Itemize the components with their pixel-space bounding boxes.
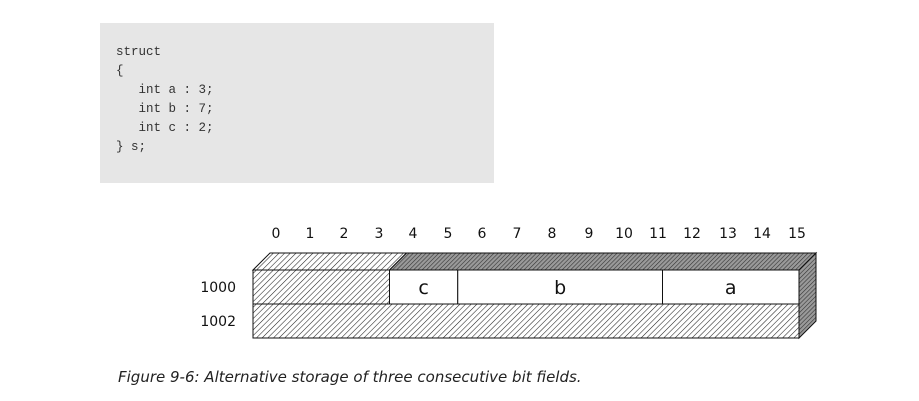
bit-number-labels: 0 1 2 3 4 5 6 7 8 9 10 11 12 13 14 15	[272, 226, 806, 242]
bit-label-5: 5	[444, 226, 453, 242]
bit-label-9: 9	[585, 226, 594, 242]
top-face-unused	[251, 252, 408, 271]
field-cell-a	[662, 269, 800, 305]
code-listing-panel: struct { int a : 3; int b : 7; int c : 2…	[100, 23, 494, 183]
bit-label-1: 1	[306, 226, 315, 242]
figure-caption: Figure 9-6: Alternative storage of three…	[118, 368, 582, 386]
struct-code-listing: struct { int a : 3; int b : 7; int c : 2…	[116, 45, 214, 154]
bit-label-14: 14	[753, 226, 771, 242]
bit-label-13: 13	[719, 226, 737, 242]
bit-label-6: 6	[478, 226, 487, 242]
bit-label-0: 0	[272, 226, 281, 242]
bit-label-12: 12	[683, 226, 701, 242]
bit-label-11: 11	[649, 226, 667, 242]
bit-label-2: 2	[340, 226, 349, 242]
address-label-1000: 1000	[200, 280, 236, 296]
field-label-a: a	[725, 277, 737, 299]
bit-label-3: 3	[375, 226, 384, 242]
address-label-1002: 1002	[200, 314, 236, 330]
row-1002-cell	[252, 303, 800, 339]
field-label-c: c	[418, 277, 428, 299]
bit-label-4: 4	[409, 226, 418, 242]
bit-label-10: 10	[615, 226, 633, 242]
field-cell-c	[389, 269, 459, 305]
top-face-fields	[388, 252, 818, 271]
unused-bits-cell	[252, 269, 390, 305]
field-label-b: b	[554, 277, 566, 299]
bit-label-15: 15	[788, 226, 806, 242]
bit-label-7: 7	[513, 226, 522, 242]
bit-label-8: 8	[548, 226, 557, 242]
address-labels: 1000 1002	[200, 280, 236, 330]
